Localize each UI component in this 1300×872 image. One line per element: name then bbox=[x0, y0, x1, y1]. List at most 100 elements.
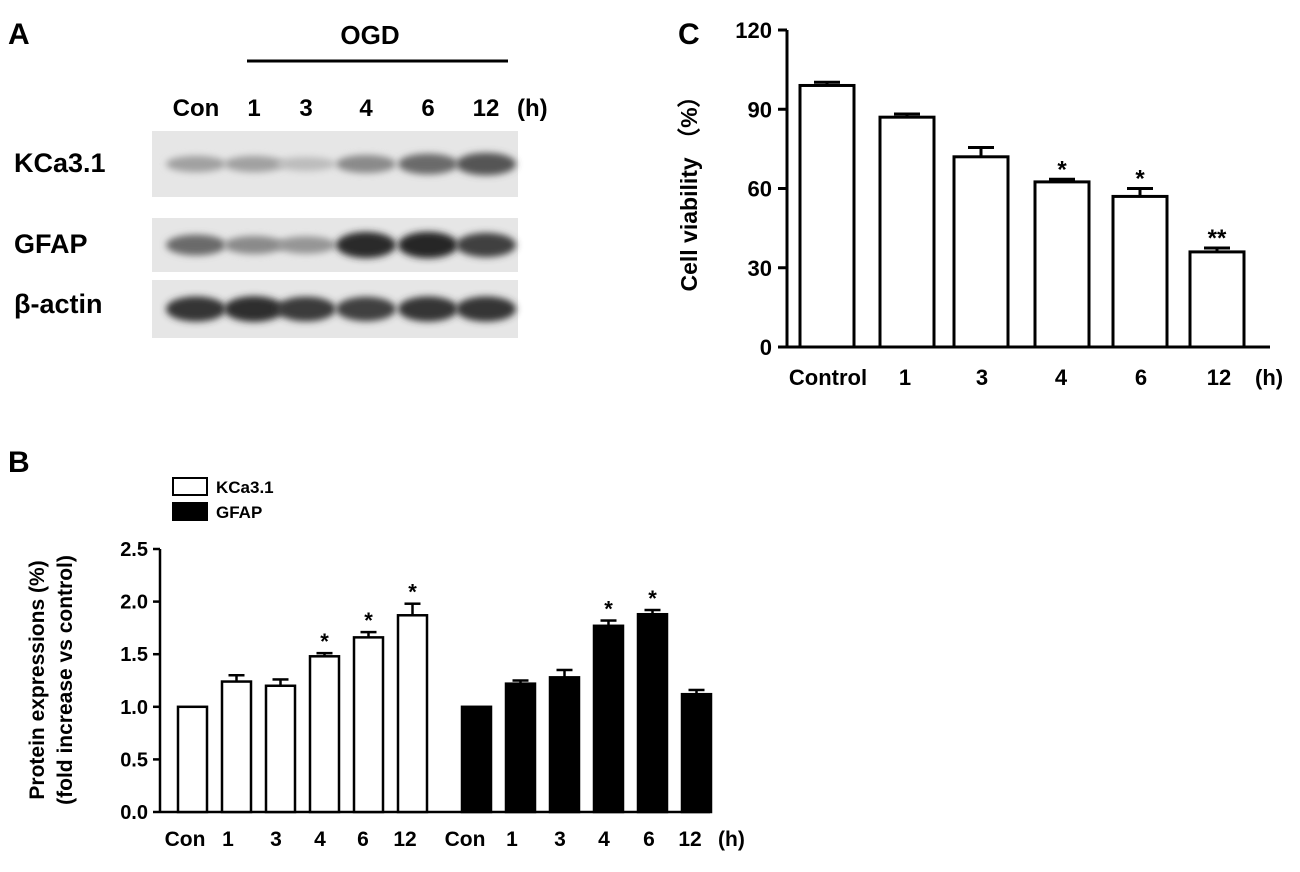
x-tick-label-b: 12 bbox=[678, 828, 701, 851]
bar-b-gfap bbox=[504, 682, 537, 814]
blot-row-label: β-actin bbox=[14, 289, 103, 319]
blot-band bbox=[224, 296, 284, 322]
significance-mark-c: * bbox=[1057, 156, 1067, 183]
x-tick-label-b: 3 bbox=[270, 828, 282, 851]
blot-band bbox=[336, 154, 396, 174]
bars-b: * * * * * bbox=[176, 580, 713, 814]
lane-label: 4 bbox=[359, 95, 373, 122]
x-tick-label-b: 12 bbox=[393, 828, 416, 851]
blot-band bbox=[398, 296, 458, 322]
blot-row-label: GFAP bbox=[14, 229, 88, 259]
bar-c bbox=[798, 83, 856, 349]
bar-c bbox=[1033, 180, 1091, 349]
x-tick-label-b: 6 bbox=[357, 828, 369, 851]
blot-band bbox=[166, 234, 226, 256]
bar-b-kca31 bbox=[176, 705, 209, 814]
x-tick-label-b: 6 bbox=[643, 828, 655, 851]
x-tick-label-b: 4 bbox=[598, 828, 610, 851]
blot-band bbox=[456, 152, 516, 176]
x-unit-label-c: (h) bbox=[1255, 365, 1283, 390]
legend-label-gfap: GFAP bbox=[216, 503, 262, 522]
significance-mark-c: ** bbox=[1208, 225, 1227, 252]
bar-b-gfap bbox=[636, 612, 669, 814]
blot-band bbox=[276, 157, 336, 171]
y-tick-label-b: 0.5 bbox=[120, 749, 148, 771]
bar-c bbox=[952, 155, 1010, 349]
bar-b-gfap bbox=[548, 676, 581, 814]
significance-mark-b: * bbox=[408, 580, 417, 605]
y-tick-label-b: 1.5 bbox=[120, 644, 148, 666]
significance-mark-b: * bbox=[648, 586, 657, 611]
blot-band bbox=[398, 153, 458, 175]
lane-labels: Con 1 3 4 6 12 (h) bbox=[173, 95, 548, 122]
lane-label: 3 bbox=[299, 95, 312, 122]
lane-label: 1 bbox=[247, 95, 260, 122]
blot-row-label: KCa3.1 bbox=[14, 148, 106, 178]
blot-band bbox=[336, 296, 396, 322]
x-tick-label-c: 4 bbox=[1055, 365, 1068, 390]
y-tick-label-c: 30 bbox=[748, 256, 772, 281]
y-tick-label-b: 2.5 bbox=[120, 539, 148, 561]
blot-band bbox=[398, 231, 458, 259]
blot-band bbox=[456, 232, 516, 258]
y-tick-label-b: 2.0 bbox=[120, 592, 148, 614]
blot-band bbox=[276, 296, 336, 322]
x-tick-label-c: 3 bbox=[976, 365, 988, 390]
significance-mark-b: * bbox=[320, 629, 329, 654]
x-tick-label-b: 3 bbox=[554, 828, 566, 851]
bar-c bbox=[878, 115, 936, 349]
x-tick-label-b: 1 bbox=[222, 828, 234, 851]
x-tick-label-b: 4 bbox=[314, 828, 326, 851]
bars-c: * *** bbox=[798, 80, 1246, 349]
x-tick-label-b: Con bbox=[165, 828, 206, 851]
y-tick-label-b: 1.0 bbox=[120, 697, 148, 719]
blot-band bbox=[456, 296, 516, 322]
bar-b-gfap bbox=[460, 705, 493, 814]
panel-a-letter: A bbox=[8, 18, 30, 51]
x-tick-label-b: Con bbox=[445, 828, 486, 851]
y-tick-label-c: 90 bbox=[748, 97, 772, 122]
x-tick-label-b: 1 bbox=[506, 828, 518, 851]
chart-protein-expression: KCa3.1 GFAP Protein expressions (%) (fol… bbox=[26, 477, 745, 851]
y-tick-label-c: 60 bbox=[748, 177, 772, 202]
bar-b-gfap bbox=[680, 692, 713, 814]
bar-b-kca31 bbox=[264, 684, 297, 814]
y-axis-label-b-line1: Protein expressions (%) bbox=[26, 560, 49, 799]
blot-band bbox=[166, 155, 226, 173]
bar-c bbox=[1188, 250, 1246, 349]
significance-mark-b: * bbox=[364, 608, 373, 633]
lane-unit: (h) bbox=[517, 95, 548, 122]
panel-b-letter: B bbox=[8, 446, 30, 479]
legend: KCa3.1 GFAP bbox=[172, 477, 274, 522]
significance-mark-b: * bbox=[604, 597, 613, 622]
y-tick-label-c: 0 bbox=[760, 335, 772, 360]
blot-band bbox=[224, 235, 284, 255]
panel-c-letter: C bbox=[678, 18, 700, 51]
chart-cell-viability: Cell viability （%） 0 30 60 90 120 Control 1 3 4 6… bbox=[676, 18, 1283, 390]
ogd-label: OGD bbox=[340, 20, 399, 50]
blot-rows: KCa3.1 GFAP β-actin bbox=[14, 131, 518, 338]
y-axis-label-b-line2: (fold increase vs control) bbox=[54, 555, 77, 805]
western-blot: OGD Con 1 3 4 6 12 (h) KCa3.1 GFAP β-actin bbox=[14, 20, 548, 338]
bar-b-kca31 bbox=[396, 614, 429, 814]
lane-label: Con bbox=[173, 95, 220, 122]
x-tick-label-c: 12 bbox=[1207, 365, 1231, 390]
blot-band bbox=[276, 236, 336, 254]
y-axis-label-c: Cell viability （%） bbox=[676, 84, 702, 291]
x-tick-label-c: Control bbox=[789, 365, 867, 390]
blot-band bbox=[336, 231, 396, 259]
bar-c bbox=[1111, 194, 1169, 349]
legend-label-kca31: KCa3.1 bbox=[216, 478, 274, 497]
x-tick-label-c: 1 bbox=[899, 365, 911, 390]
legend-swatch-kca31 bbox=[172, 477, 208, 496]
x-unit-label-b: (h) bbox=[718, 828, 745, 851]
bar-b-kca31 bbox=[352, 636, 385, 814]
legend-swatch-gfap bbox=[172, 502, 208, 521]
y-tick-label-b: 0.0 bbox=[120, 802, 148, 824]
lane-label: 6 bbox=[421, 95, 434, 122]
lane-label: 12 bbox=[473, 95, 500, 122]
blot-band bbox=[224, 155, 284, 173]
blot-band bbox=[166, 296, 226, 322]
y-tick-label-c: 120 bbox=[735, 18, 772, 43]
